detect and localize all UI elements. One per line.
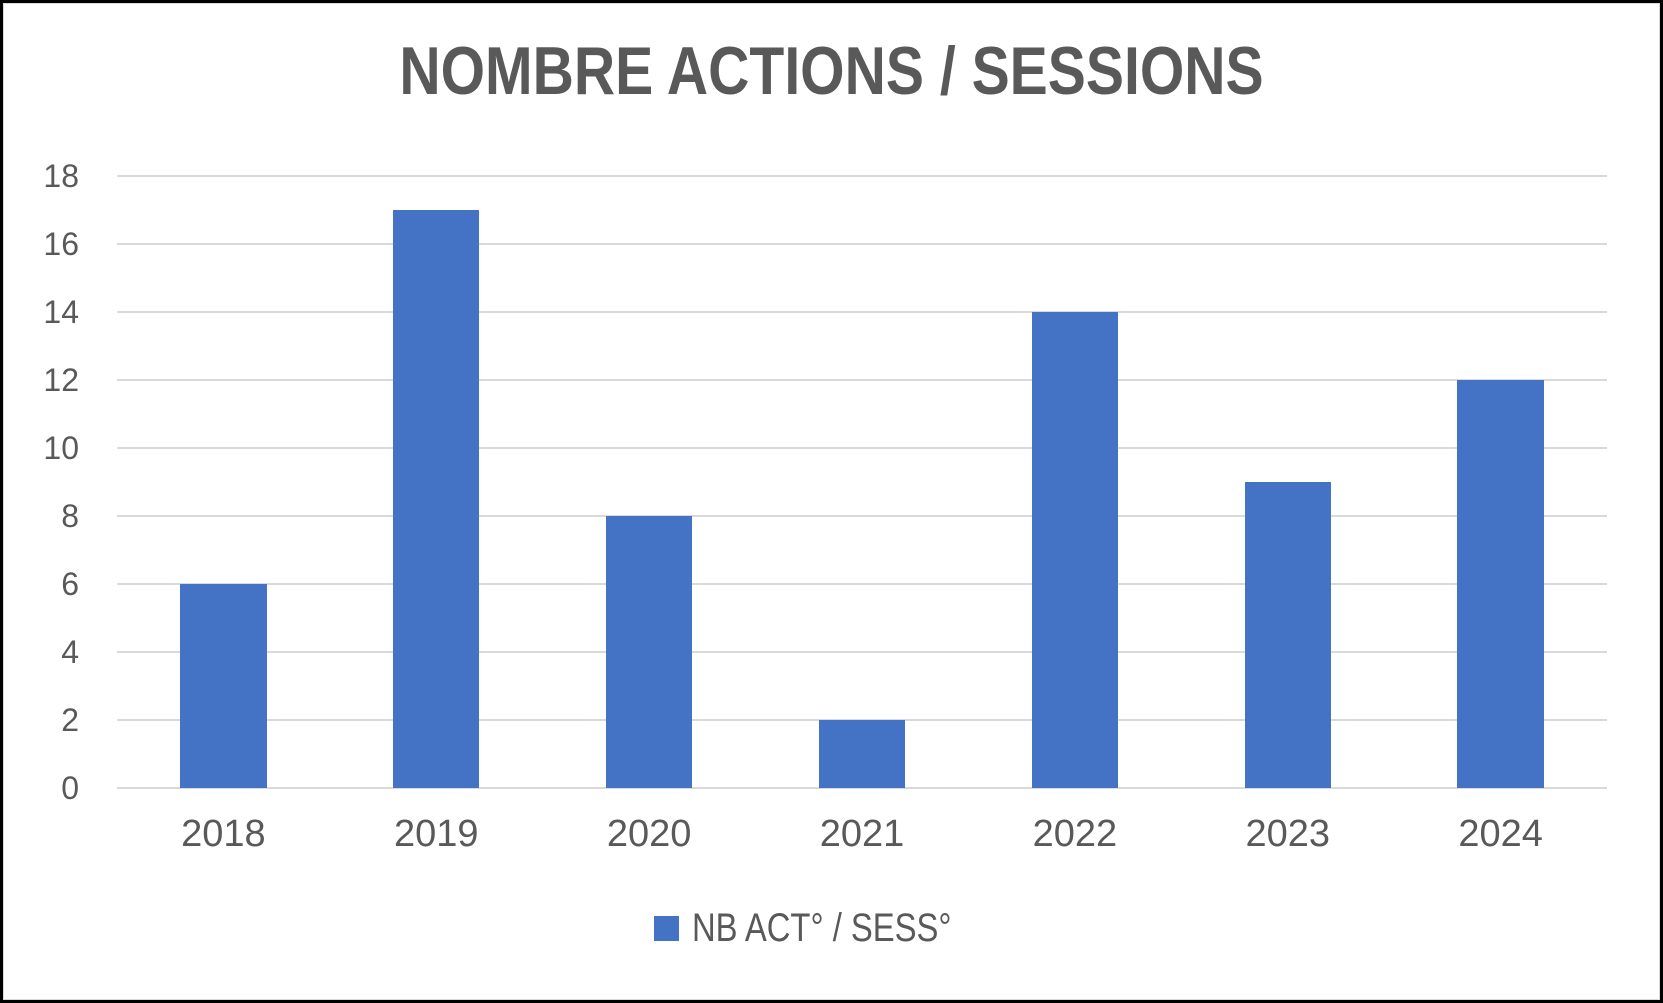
plot-area (117, 175, 1607, 789)
bar-slot-2022 (968, 176, 1181, 788)
gridline (117, 311, 1607, 313)
x-axis-label-2019: 2019 (394, 813, 479, 855)
bar-2020 (606, 516, 693, 788)
bar-slot-2018 (117, 176, 330, 788)
y-axis-tick-label: 18 (43, 158, 79, 194)
chart-title: NOMBRE ACTIONS / SESSIONS (3, 37, 1660, 105)
y-axis-tick-label: 14 (43, 294, 79, 330)
y-axis-tick-label: 10 (43, 430, 79, 466)
bar-series (117, 176, 1607, 788)
bar-2022 (1031, 312, 1118, 788)
bar-2023 (1244, 482, 1331, 788)
y-axis-tick-label: 0 (61, 770, 79, 806)
gridline (117, 379, 1607, 381)
bar-2024 (1457, 380, 1544, 788)
legend-label: NB ACT° / SESS° (692, 906, 952, 950)
y-axis-tick-label: 12 (43, 362, 79, 398)
gridline (117, 447, 1607, 449)
x-axis: 2018 2019 2020 2021 2022 2023 2024 (117, 811, 1607, 857)
y-axis-tick-label: 8 (61, 498, 79, 534)
bar-slot-2024 (1394, 176, 1607, 788)
gridline (117, 583, 1607, 585)
legend: NB ACT° / SESS° (3, 904, 1660, 952)
x-axis-label-2021: 2021 (819, 813, 905, 855)
bar-2021 (818, 720, 906, 788)
bar-slot-2020 (543, 176, 756, 788)
gridline (117, 719, 1607, 721)
gridline (117, 651, 1607, 653)
y-axis-tick-label: 4 (61, 634, 79, 670)
bar-slot-2019 (330, 176, 543, 788)
legend-swatch (654, 915, 680, 941)
chart-title-text: NOMBRE ACTIONS / SESSIONS (399, 33, 1264, 109)
x-axis-label-2024: 2024 (1458, 813, 1543, 855)
x-axis-label-2022: 2022 (1032, 813, 1118, 855)
x-axis-label-2018: 2018 (181, 813, 266, 855)
bar-2018 (180, 584, 267, 788)
bar-2019 (393, 210, 480, 788)
gridline (117, 787, 1607, 789)
gridline (117, 243, 1607, 245)
gridline (117, 515, 1607, 517)
gridline (117, 175, 1607, 177)
y-axis-tick-label: 16 (43, 226, 79, 262)
y-axis-tick-label: 6 (61, 566, 79, 602)
y-axis: 18 16 14 12 10 8 6 4 2 0 (3, 158, 79, 806)
bar-slot-2023 (1181, 176, 1394, 788)
x-axis-label-2020: 2020 (606, 813, 692, 855)
y-axis-tick-label: 2 (61, 702, 79, 738)
bar-slot-2021 (756, 176, 969, 788)
x-axis-label-2023: 2023 (1245, 813, 1330, 855)
